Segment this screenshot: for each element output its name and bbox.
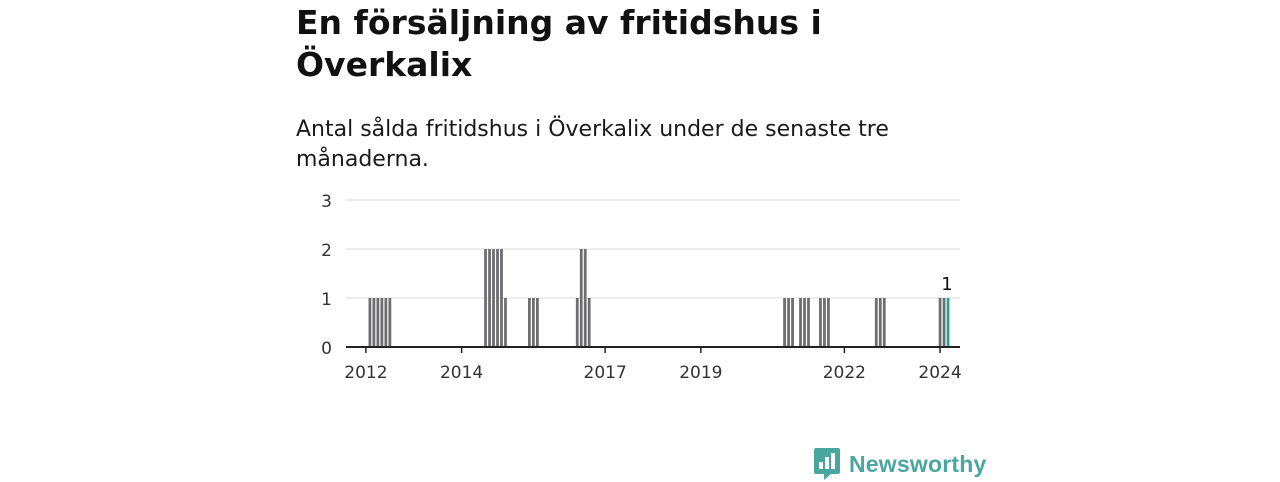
bar [504,298,507,347]
bar [783,298,786,347]
bar [799,298,802,347]
bar [500,249,503,347]
bar [874,298,878,347]
bar [376,298,380,347]
x-tick-label: 2019 [679,363,722,383]
bar [492,249,495,347]
bar [380,298,384,347]
bar [823,298,826,347]
bar [531,298,535,347]
bar [807,298,810,347]
newsworthy-brand: Newsworthy [813,446,986,482]
bar [488,249,491,347]
bar [791,298,794,347]
brand-name: Newsworthy [849,450,987,477]
bar [579,249,583,347]
bar [535,298,539,347]
chart-subtitle: Antal sålda fritidshus i Överkalix under… [296,117,889,172]
bar [372,298,376,347]
bar [587,298,591,347]
x-tick-label: 2024 [918,363,961,383]
highlight-bar [946,298,950,347]
chart-title: En försäljning av fritidshus i Överkalix [296,3,822,84]
bar [942,298,946,347]
highlight-data-label: 1 [941,274,952,295]
x-tick-label: 2022 [823,363,866,383]
y-tick-label: 0 [321,339,332,359]
y-tick-label: 3 [321,192,332,212]
bar [938,298,942,347]
newsworthy-logo-icon [814,448,840,480]
bar [882,298,886,347]
bar [368,298,372,347]
y-tick-label: 1 [321,290,332,310]
bar [575,298,579,347]
bar [819,298,822,347]
bar [878,298,882,347]
bar [388,298,392,347]
bar [827,298,830,347]
bar [384,298,388,347]
bar [496,249,499,347]
x-tick-label: 2012 [344,363,387,383]
bar [528,298,531,347]
bar [583,249,587,347]
x-tick-label: 2014 [440,363,483,383]
bar [803,298,806,347]
bar [787,298,790,347]
bar [484,249,487,347]
sales-bar-chart: 0 1 2 3 2012 2014 2017 2019 2022 2024 1 [321,192,962,383]
y-tick-label: 2 [321,241,332,261]
x-tick-label: 2017 [584,363,627,383]
